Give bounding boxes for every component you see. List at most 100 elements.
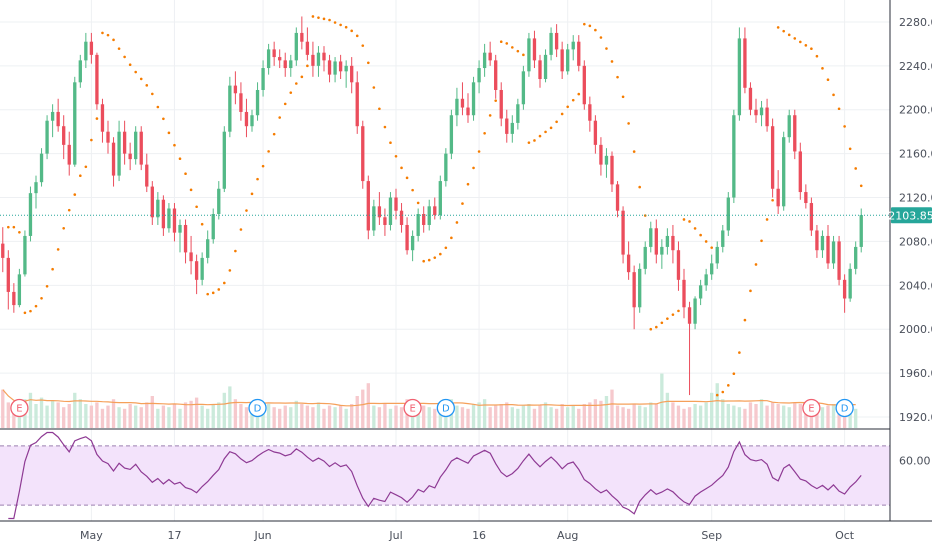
candle: [278, 49, 282, 69]
earnings-marker[interactable]: E: [10, 398, 29, 418]
candle-body: [704, 274, 708, 286]
candle-body: [793, 115, 797, 152]
candle-body: [831, 241, 836, 264]
candle-body: [134, 131, 138, 160]
sar-dot: [117, 47, 121, 50]
volume-bar: [78, 399, 82, 428]
candle-body: [737, 38, 742, 116]
candle: [787, 109, 791, 143]
candle: [172, 203, 177, 242]
volume-bar: [355, 396, 359, 428]
candle: [632, 265, 636, 330]
candle-body: [554, 32, 559, 50]
volume-bar: [361, 389, 365, 428]
candle-body: [278, 57, 282, 61]
candle: [183, 219, 188, 264]
candle: [78, 54, 82, 88]
volume-bar: [305, 405, 310, 428]
candle: [560, 41, 564, 80]
volume-bar: [521, 405, 526, 428]
candle: [770, 118, 775, 198]
candle: [327, 54, 332, 83]
sar-dot: [688, 220, 691, 223]
sar-dot: [771, 198, 774, 202]
candle-body: [244, 111, 249, 127]
sar-dot: [810, 47, 813, 51]
volume-bar: [649, 402, 653, 428]
volume-bar: [687, 407, 692, 428]
candle-body: [156, 199, 160, 218]
volume-bar: [471, 404, 476, 428]
price-scale[interactable]: [890, 0, 932, 521]
candle: [449, 109, 454, 160]
parabolic-sar-dots: [7, 15, 863, 397]
volume-bar: [244, 407, 249, 428]
candle: [399, 203, 404, 233]
candle-body: [322, 52, 326, 61]
candle-body: [73, 82, 77, 165]
sar-dot: [200, 222, 204, 226]
sar-dot: [682, 218, 686, 221]
sar-dot: [499, 40, 503, 44]
candle-body: [460, 98, 465, 108]
sar-dot: [18, 231, 21, 234]
candle: [682, 268, 686, 319]
dividend-marker[interactable]: D: [436, 398, 455, 418]
sar-dot: [322, 17, 326, 21]
candle-body: [494, 60, 498, 90]
time-axis[interactable]: [0, 521, 932, 550]
candle-body: [826, 235, 830, 264]
volume-bar: [820, 407, 825, 428]
price-tick-label: 2160.00: [899, 148, 932, 161]
time-tick-label: May: [80, 529, 103, 542]
volume-bar: [815, 404, 819, 428]
sar-dot: [23, 311, 27, 315]
volume-bar: [704, 402, 708, 428]
candle-body: [167, 208, 171, 229]
candle-body: [698, 285, 703, 299]
marker-circle: [436, 398, 455, 418]
candle: [39, 148, 44, 187]
earnings-marker[interactable]: E: [403, 398, 422, 418]
volume-bar: [228, 386, 232, 428]
volume-bar: [571, 405, 575, 428]
dividend-marker[interactable]: D: [835, 398, 854, 418]
sar-dot: [306, 64, 309, 68]
sar-dot: [461, 202, 464, 205]
candle: [272, 41, 276, 66]
volume-bar: [255, 408, 260, 428]
volume-bar: [737, 407, 742, 428]
dividend-marker[interactable]: D: [248, 398, 267, 418]
candle: [255, 82, 260, 121]
candle: [754, 98, 758, 123]
volume-bar: [804, 405, 808, 428]
volume-bar: [122, 408, 127, 428]
candle: [1, 227, 5, 273]
sar-dot: [511, 46, 514, 49]
candle: [222, 126, 226, 193]
candle-body: [859, 215, 863, 247]
candle-body: [477, 68, 481, 83]
volume-bar: [377, 407, 382, 428]
sar-dot: [405, 176, 409, 180]
volume-bar: [554, 408, 559, 428]
candle: [621, 206, 625, 264]
sar-dot: [704, 240, 708, 243]
volume-bar: [39, 397, 44, 428]
candle: [122, 120, 127, 165]
candle-body: [726, 197, 730, 231]
volume-bar: [34, 404, 38, 428]
last-price-tag: 2103.85: [888, 207, 932, 224]
candle: [854, 241, 858, 275]
volume-bar: [294, 400, 298, 428]
candle-body: [305, 41, 310, 55]
candle: [17, 268, 22, 308]
candle: [693, 296, 697, 330]
candle-body: [111, 142, 116, 176]
candle-body: [17, 274, 22, 306]
sar-dot: [411, 188, 414, 192]
earnings-marker[interactable]: E: [802, 398, 821, 418]
candle-body: [261, 68, 265, 90]
